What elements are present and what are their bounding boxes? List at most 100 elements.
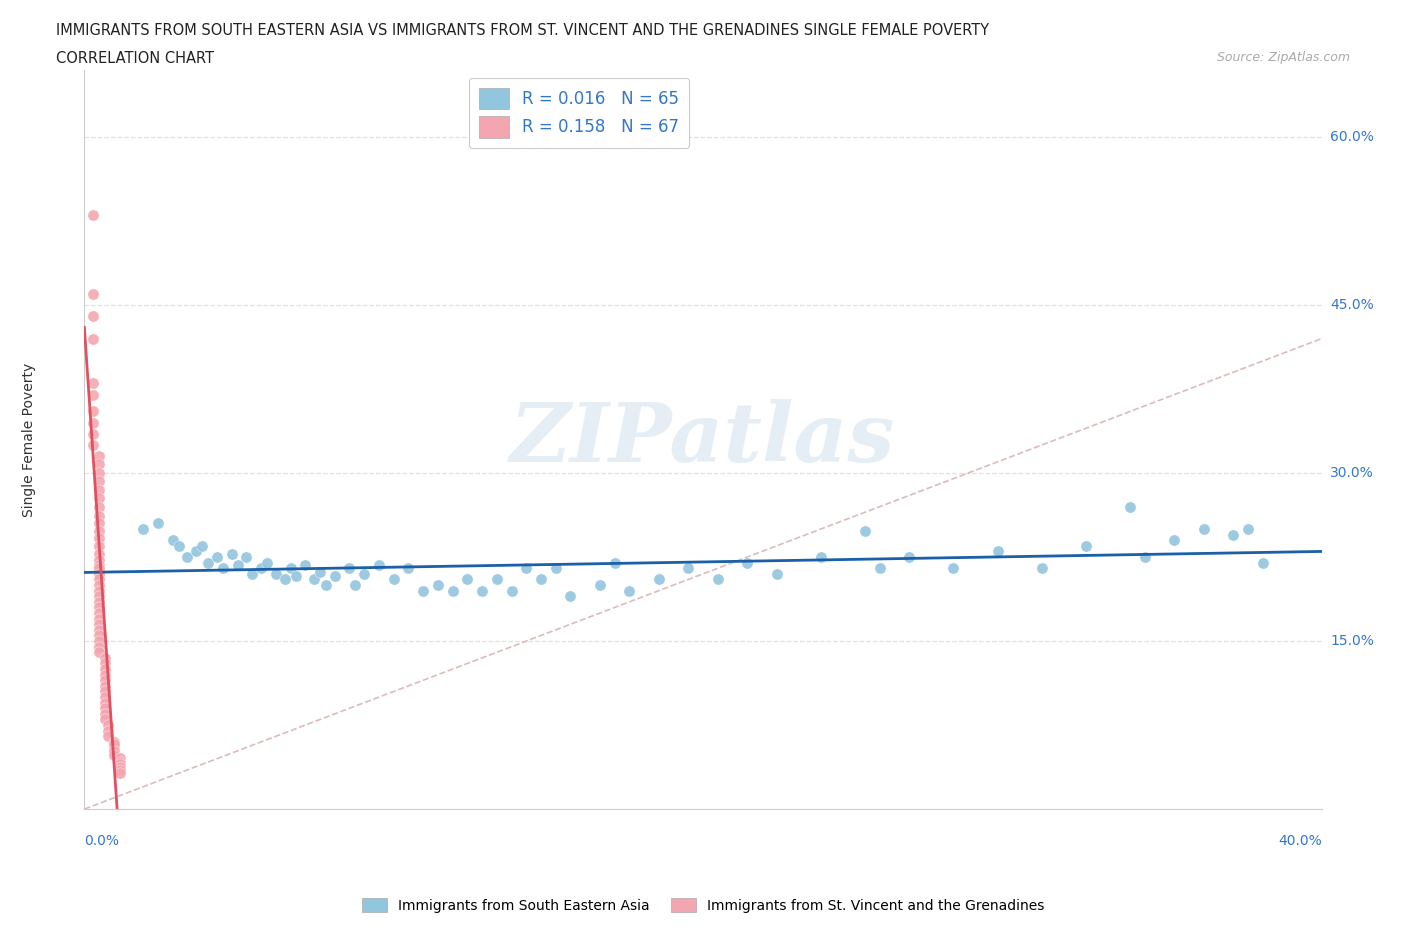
Point xyxy=(87,483,110,498)
Text: 45.0%: 45.0% xyxy=(1330,298,1374,312)
Point xyxy=(1251,555,1274,570)
Point xyxy=(309,565,332,579)
Point xyxy=(285,568,308,583)
Point xyxy=(87,617,110,631)
Point xyxy=(94,667,117,682)
Point xyxy=(471,583,494,598)
Point xyxy=(368,557,391,572)
Point xyxy=(87,605,110,620)
Point xyxy=(94,712,117,727)
Point xyxy=(82,426,104,441)
Point xyxy=(735,555,758,570)
Point xyxy=(87,583,110,598)
Point xyxy=(942,561,965,576)
Text: Source: ZipAtlas.com: Source: ZipAtlas.com xyxy=(1216,51,1350,64)
Point xyxy=(94,679,117,694)
Point xyxy=(82,404,104,418)
Point xyxy=(264,566,287,581)
Point xyxy=(82,376,104,391)
Point xyxy=(456,572,478,587)
Point xyxy=(87,508,110,523)
Point xyxy=(87,524,110,538)
Point xyxy=(280,561,302,576)
Point xyxy=(87,561,110,576)
Point xyxy=(1237,522,1260,537)
Point xyxy=(176,550,198,565)
Point xyxy=(323,568,346,583)
Point xyxy=(589,578,612,592)
Text: 30.0%: 30.0% xyxy=(1330,466,1374,480)
Point xyxy=(87,553,110,568)
Point xyxy=(87,449,110,464)
Point xyxy=(1119,499,1142,514)
Point xyxy=(256,555,278,570)
Point xyxy=(97,724,120,738)
Legend: R = 0.016   N = 65, R = 0.158   N = 67: R = 0.016 N = 65, R = 0.158 N = 67 xyxy=(470,78,689,148)
Point xyxy=(82,438,104,453)
Point xyxy=(87,516,110,531)
Point xyxy=(87,546,110,561)
Point xyxy=(94,690,117,705)
Point xyxy=(97,729,120,744)
Point xyxy=(1133,550,1156,565)
Point xyxy=(97,718,120,733)
Point xyxy=(94,661,117,676)
Point xyxy=(94,701,117,716)
Point xyxy=(94,696,117,711)
Point xyxy=(987,544,1010,559)
Text: CORRELATION CHART: CORRELATION CHART xyxy=(56,51,214,66)
Text: Single Female Poverty: Single Female Poverty xyxy=(21,363,35,516)
Point xyxy=(87,530,110,545)
Point xyxy=(87,566,110,581)
Point xyxy=(530,572,553,587)
Point xyxy=(441,583,464,598)
Point xyxy=(146,516,169,531)
Point xyxy=(94,707,117,722)
Point xyxy=(87,499,110,514)
Text: 15.0%: 15.0% xyxy=(1330,634,1374,648)
Point xyxy=(1222,527,1244,542)
Point xyxy=(103,743,125,758)
Point xyxy=(869,561,891,576)
Point xyxy=(240,566,263,581)
Point xyxy=(87,572,110,587)
Text: ZIPatlas: ZIPatlas xyxy=(510,399,896,480)
Point xyxy=(82,415,104,430)
Point xyxy=(678,561,700,576)
Point xyxy=(108,759,131,774)
Point xyxy=(108,765,131,780)
Point xyxy=(87,639,110,654)
Legend: Immigrants from South Eastern Asia, Immigrants from St. Vincent and the Grenadin: Immigrants from South Eastern Asia, Immi… xyxy=(356,893,1050,919)
Point xyxy=(426,578,449,592)
Point xyxy=(87,622,110,637)
Point xyxy=(765,566,787,581)
Point xyxy=(108,754,131,769)
Point xyxy=(87,589,110,604)
Point xyxy=(250,561,273,576)
Point xyxy=(294,557,316,572)
Point xyxy=(501,583,523,598)
Text: 0.0%: 0.0% xyxy=(84,834,120,848)
Point xyxy=(87,457,110,472)
Point xyxy=(132,522,155,537)
Point xyxy=(87,611,110,626)
Point xyxy=(515,561,537,576)
Point xyxy=(648,572,671,587)
Point xyxy=(353,566,375,581)
Point xyxy=(87,628,110,643)
Point xyxy=(94,684,117,699)
Point xyxy=(87,473,110,488)
Point xyxy=(87,578,110,592)
Point xyxy=(87,557,110,572)
Point xyxy=(82,331,104,346)
Point xyxy=(191,538,214,553)
Point xyxy=(485,572,508,587)
Point xyxy=(603,555,626,570)
Point xyxy=(103,748,125,763)
Point xyxy=(94,656,117,671)
Point xyxy=(205,550,228,565)
Point xyxy=(1031,561,1053,576)
Point xyxy=(197,555,219,570)
Point xyxy=(87,594,110,609)
Point xyxy=(162,533,184,548)
